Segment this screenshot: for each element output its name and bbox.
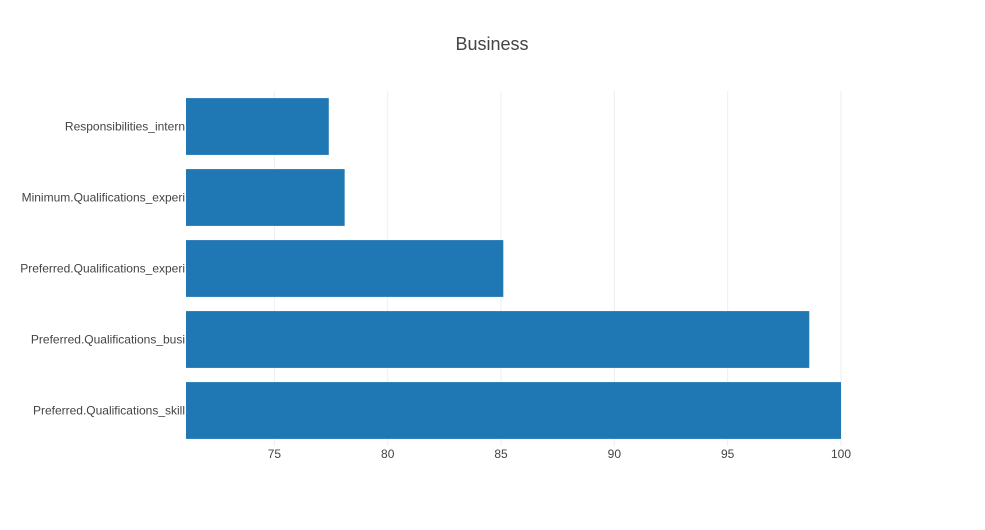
y-tick-label: Preferred.Qualifications_skill xyxy=(33,404,185,418)
y-tick-label: Minimum.Qualifications_experi xyxy=(22,191,185,205)
x-tick-label: 100 xyxy=(831,447,851,461)
x-tick-label: 75 xyxy=(268,447,282,461)
chart-title: Business xyxy=(455,34,528,54)
bar[interactable] xyxy=(186,240,504,297)
bar[interactable] xyxy=(186,169,345,226)
x-tick-labels: 75 80 85 90 95 100 xyxy=(268,447,852,461)
x-tick-label: 95 xyxy=(721,447,735,461)
y-tick-label: Responsibilities_intern xyxy=(65,120,185,134)
y-tick-label: Preferred.Qualifications_experi xyxy=(20,262,185,276)
bar[interactable] xyxy=(186,311,810,368)
bar[interactable] xyxy=(186,382,841,439)
y-tick-label: Preferred.Qualifications_busi xyxy=(31,333,185,347)
bar[interactable] xyxy=(186,98,329,155)
x-tick-label: 80 xyxy=(381,447,395,461)
x-tick-label: 90 xyxy=(608,447,622,461)
x-tick-label: 85 xyxy=(494,447,508,461)
y-tick-labels: Responsibilities_intern Minimum.Qualifica… xyxy=(20,120,185,418)
bar-layer xyxy=(186,98,841,439)
